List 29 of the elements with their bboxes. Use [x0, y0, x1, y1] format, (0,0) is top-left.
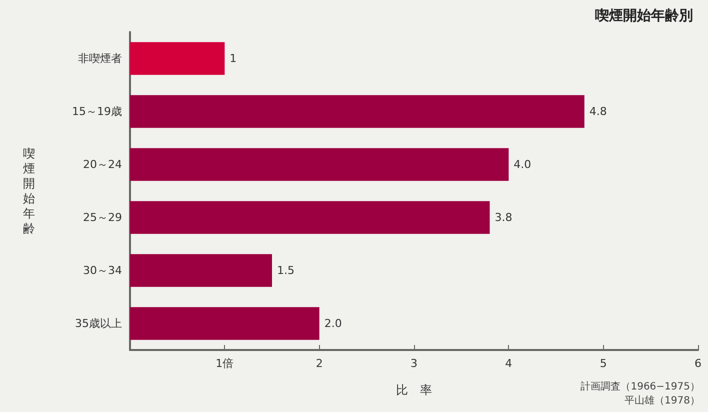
x-tick-label: 3 [410, 357, 418, 370]
bar [130, 254, 272, 287]
y-tick-label: 20～24 [83, 158, 122, 171]
x-tick-label: 2 [316, 357, 323, 370]
x-tick-label: 5 [600, 357, 607, 370]
y-tick-label: 35歳以上 [75, 317, 122, 330]
y-tick-label: 25～29 [83, 211, 122, 224]
data-label: 4.0 [514, 158, 532, 171]
bar [130, 42, 225, 75]
data-label: 1 [230, 52, 237, 65]
data-label: 4.8 [589, 105, 607, 118]
bar [130, 307, 320, 340]
y-tick-label: 非喫煙者 [78, 52, 122, 65]
y-tick-label: 15～19歳 [72, 105, 122, 118]
data-label: 1.5 [277, 264, 294, 277]
x-tick-label: 6 [694, 357, 702, 370]
x-axis-title: 比 率 [396, 383, 432, 397]
x-tick-label: 4 [505, 357, 512, 370]
y-axis-title: 喫煙開始年齢 [23, 146, 35, 236]
bar [130, 95, 584, 128]
bar [130, 148, 509, 181]
text: 平山雄（1978） [624, 394, 700, 406]
data-label: 2.0 [324, 317, 342, 330]
x-tick-label: 1倍 [216, 357, 234, 370]
y-tick-label: 30～34 [83, 264, 122, 277]
chart-title: 喫煙開始年齢別 [595, 8, 693, 24]
data-label: 3.8 [494, 211, 512, 224]
bar [130, 201, 490, 234]
text: 計画調査（1966−1975） [580, 380, 700, 392]
